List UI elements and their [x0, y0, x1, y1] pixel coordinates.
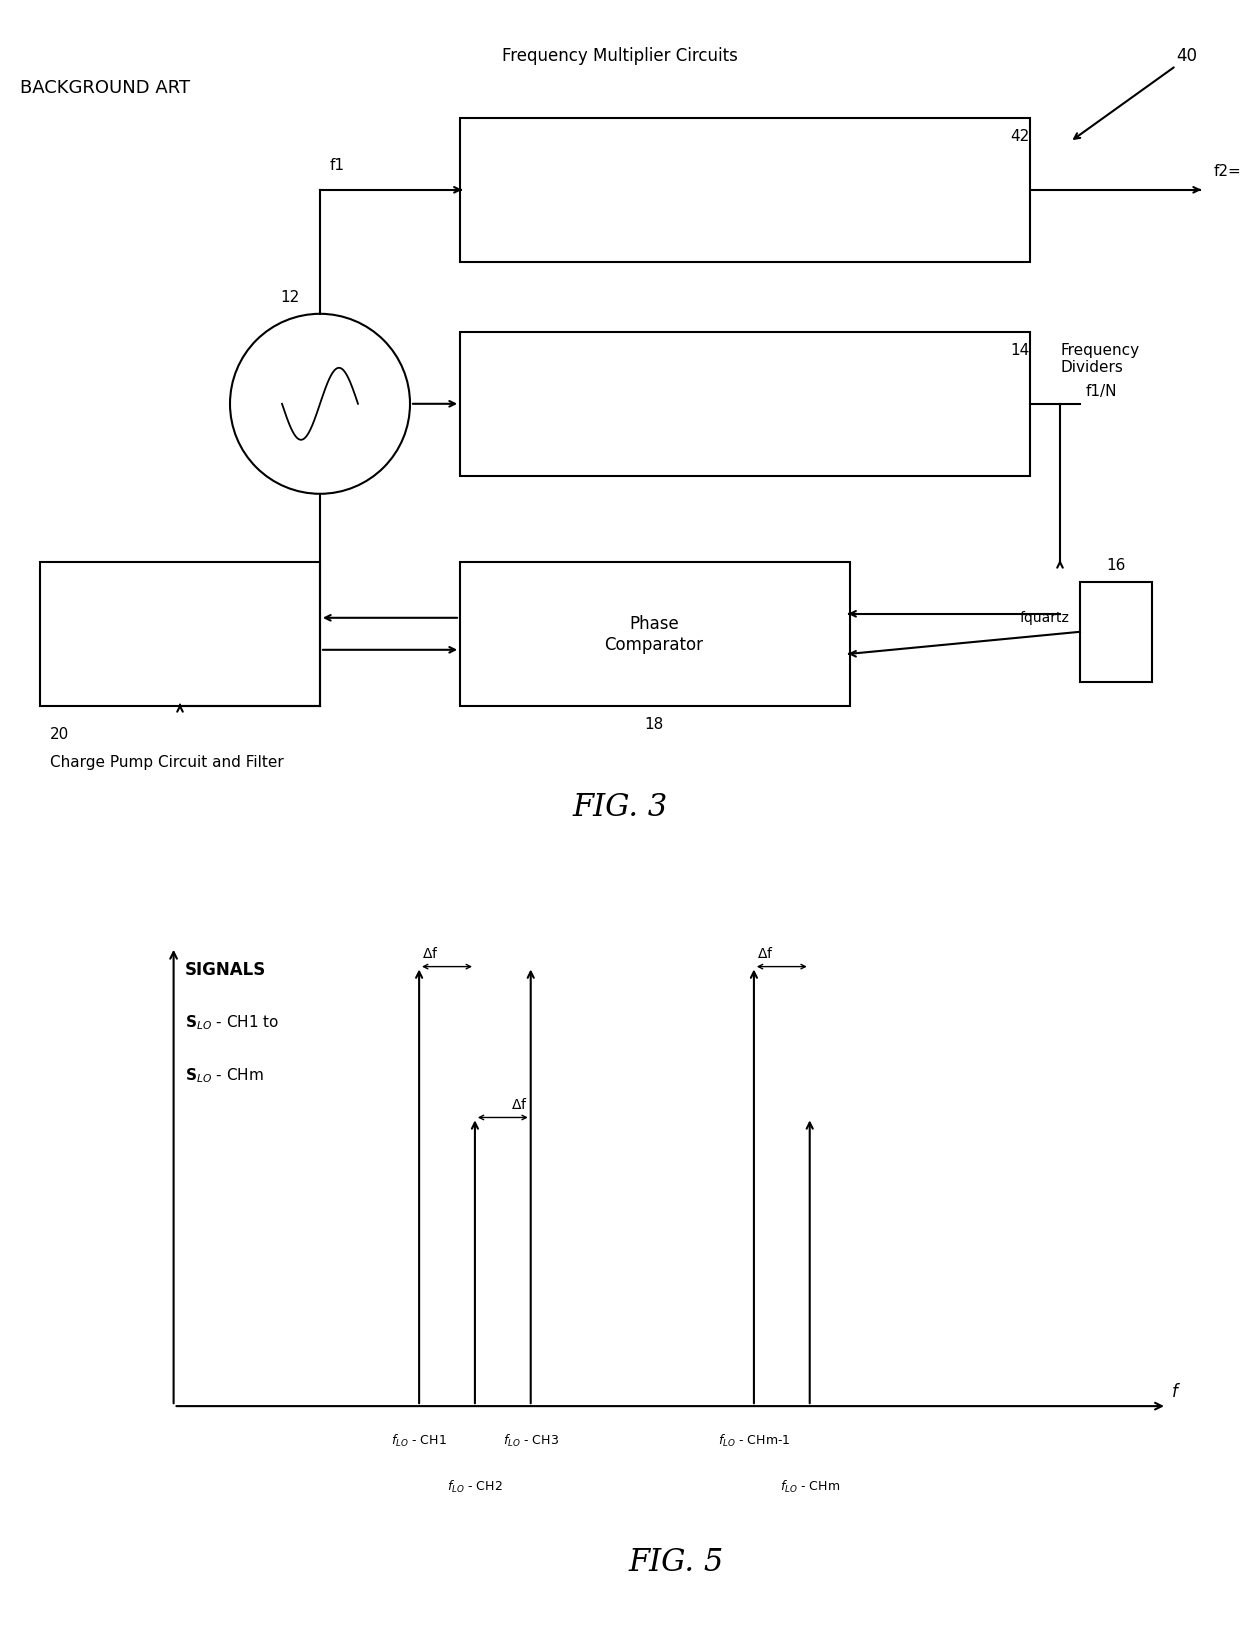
Text: 18: 18 — [645, 716, 663, 731]
Bar — [1080, 582, 1152, 682]
Text: $\mathbf{S}_{LO}$ - CH1 to: $\mathbf{S}_{LO}$ - CH1 to — [185, 1013, 279, 1031]
Text: fquartz: fquartz — [1021, 610, 1070, 624]
Bar — [460, 333, 1030, 477]
Text: Phase
Comparator: Phase Comparator — [605, 615, 703, 654]
Text: $\mathbf{S}_{LO}$ - CHm: $\mathbf{S}_{LO}$ - CHm — [185, 1065, 264, 1083]
Text: $f_{LO}$ - CH2: $f_{LO}$ - CH2 — [448, 1478, 502, 1495]
Text: Frequency
Dividers: Frequency Dividers — [1060, 343, 1140, 375]
Text: f: f — [1172, 1382, 1178, 1400]
Text: 42: 42 — [1011, 129, 1029, 144]
Bar — [40, 562, 320, 706]
Text: 12: 12 — [280, 290, 299, 305]
Text: $\Delta$f: $\Delta$f — [422, 946, 439, 960]
Text: SIGNALS: SIGNALS — [185, 960, 267, 978]
Text: 40: 40 — [1176, 48, 1197, 66]
Text: Charge Pump Circuit and Filter: Charge Pump Circuit and Filter — [50, 754, 284, 769]
Bar — [460, 562, 849, 706]
Circle shape — [229, 315, 410, 495]
Bar — [460, 118, 1030, 262]
Text: $\Delta$f: $\Delta$f — [756, 946, 774, 960]
Text: 20: 20 — [50, 726, 69, 741]
Text: $\Delta$f: $\Delta$f — [511, 1096, 528, 1111]
Text: f1/N: f1/N — [1086, 384, 1117, 398]
Text: $f_{LO}$ - CH3: $f_{LO}$ - CH3 — [502, 1432, 559, 1449]
Text: f1: f1 — [330, 157, 345, 172]
Text: 14: 14 — [1011, 343, 1029, 357]
Text: f2=k.f1: f2=k.f1 — [1214, 164, 1240, 179]
Text: $f_{LO}$ - CHm-1: $f_{LO}$ - CHm-1 — [718, 1432, 790, 1449]
Text: Frequency Multiplier Circuits: Frequency Multiplier Circuits — [502, 48, 738, 66]
Text: $f_{LO}$ - CH1: $f_{LO}$ - CH1 — [391, 1432, 448, 1449]
Text: BACKGROUND ART: BACKGROUND ART — [20, 79, 190, 97]
Text: FIG. 3: FIG. 3 — [573, 792, 667, 823]
Text: FIG. 5: FIG. 5 — [629, 1546, 723, 1577]
Text: 16: 16 — [1106, 557, 1126, 572]
Text: $f_{LO}$ - CHm: $f_{LO}$ - CHm — [780, 1478, 839, 1495]
